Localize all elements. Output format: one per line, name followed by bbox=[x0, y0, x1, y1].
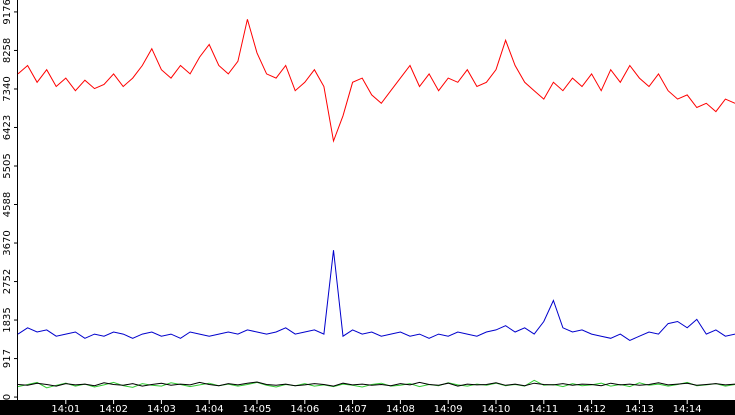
time-axis-bar bbox=[0, 400, 735, 415]
x-tick-label: 14:08 bbox=[386, 404, 415, 415]
y-tick-label: 917 bbox=[2, 349, 13, 368]
y-tick-label: 2752 bbox=[2, 269, 13, 294]
y-tick-label: 1835 bbox=[2, 307, 13, 332]
y-tick-label: 3670 bbox=[2, 230, 13, 255]
x-tick-label: 14:02 bbox=[99, 404, 128, 415]
x-tick-label: 14:07 bbox=[338, 404, 367, 415]
y-tick-label: 0 bbox=[2, 394, 13, 400]
x-tick-label: 14:14 bbox=[673, 404, 702, 415]
y-tick-label: 9176 bbox=[2, 0, 13, 25]
x-tick-label: 14:12 bbox=[577, 404, 606, 415]
x-tick-label: 14:11 bbox=[529, 404, 558, 415]
y-tick-label: 7340 bbox=[2, 76, 13, 101]
y-tick-label: 4588 bbox=[2, 192, 13, 217]
series-line bbox=[17, 379, 735, 389]
x-tick-label: 14:10 bbox=[482, 404, 511, 415]
x-tick-label: 14:03 bbox=[147, 404, 176, 415]
y-tick-label: 6423 bbox=[2, 115, 13, 140]
series-line bbox=[17, 19, 735, 143]
x-tick-label: 14:05 bbox=[243, 404, 272, 415]
x-tick-label: 14:06 bbox=[290, 404, 319, 415]
x-tick-label: 14:04 bbox=[195, 404, 224, 415]
y-tick-label: 5505 bbox=[2, 153, 13, 178]
series-line bbox=[17, 250, 735, 341]
x-tick-label: 14:13 bbox=[625, 404, 654, 415]
x-tick-label: 14:01 bbox=[51, 404, 80, 415]
series-line bbox=[17, 381, 735, 387]
x-tick-label: 14:09 bbox=[434, 404, 463, 415]
y-tick-label: 8258 bbox=[2, 38, 13, 63]
